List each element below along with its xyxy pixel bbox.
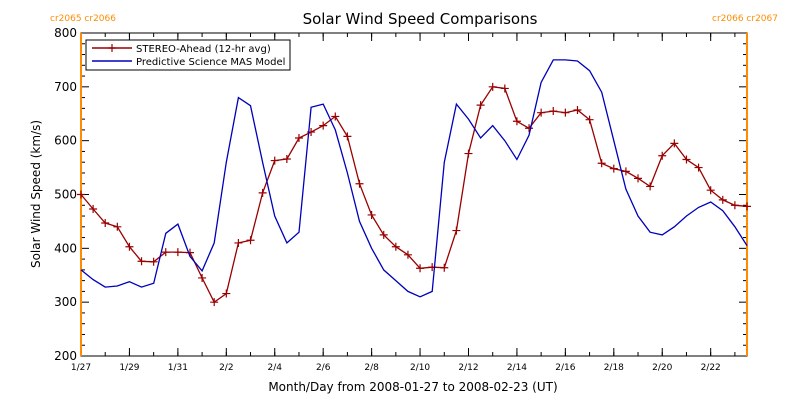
- data-point: [585, 115, 594, 124]
- data-point: [670, 139, 679, 148]
- legend-marker: [108, 44, 116, 52]
- series-line-0: [80, 86, 748, 304]
- x-tick-label: 1/29: [119, 363, 139, 373]
- data-point: [282, 154, 291, 163]
- data-point: [367, 210, 376, 219]
- data-point: [137, 257, 146, 266]
- data-point: [161, 248, 170, 257]
- data-point: [621, 167, 630, 176]
- data-point: [730, 201, 739, 210]
- y-tick-label: 700: [54, 80, 77, 94]
- x-tick-label: 2/12: [458, 363, 478, 373]
- carrington-label: cr2066 cr2067: [712, 14, 778, 24]
- data-point: [706, 186, 715, 195]
- data-point: [355, 179, 364, 188]
- data-point: [488, 82, 497, 91]
- data-point: [416, 264, 425, 273]
- data-point: [561, 108, 570, 117]
- data-point: [682, 155, 691, 164]
- x-tick-label: 2/14: [507, 363, 527, 373]
- data-point: [440, 263, 449, 272]
- x-tick-label: 2/16: [555, 363, 575, 373]
- y-tick-label: 800: [54, 26, 77, 40]
- data-point: [149, 257, 158, 266]
- data-point: [646, 182, 655, 191]
- data-point: [634, 174, 643, 183]
- data-point: [234, 238, 243, 247]
- data-point: [525, 124, 534, 133]
- plot-frame: [80, 32, 748, 357]
- data-point: [101, 219, 110, 228]
- x-tick-label: 2/22: [701, 363, 721, 373]
- data-point: [77, 190, 85, 199]
- data-point: [331, 112, 340, 121]
- data-point: [198, 273, 207, 282]
- legend-label-stereo: STEREO-Ahead (12-hr avg): [136, 44, 271, 55]
- data-point: [464, 149, 473, 158]
- x-tick-label: 2/6: [316, 363, 331, 373]
- data-point: [537, 108, 546, 117]
- x-axis-label: Month/Day from 2008-01-27 to 2008-02-23 …: [268, 380, 557, 394]
- data-point: [125, 242, 134, 251]
- data-point: [89, 205, 98, 214]
- data-point: [658, 151, 667, 160]
- y-tick-label: 400: [54, 241, 77, 255]
- axis-ticks: 200 300 400 500 600 700 800 1/27 1/29 1/31 2/2 2/4 2…: [54, 26, 747, 373]
- data-point: [694, 163, 703, 172]
- x-tick-label: 2/4: [268, 363, 283, 373]
- data-point: [743, 202, 751, 211]
- legend-label-mas-model: Predictive Science MAS Model: [136, 57, 285, 68]
- x-tick-label: 1/27: [71, 363, 91, 373]
- data-point: [403, 250, 412, 259]
- data-point: [609, 164, 618, 173]
- data-point: [319, 121, 328, 130]
- chart-title: Solar Wind Speed Comparisons: [303, 10, 538, 28]
- data-point: [222, 289, 231, 298]
- data-point: [246, 236, 255, 245]
- data-point: [294, 133, 303, 142]
- series-layer: [77, 59, 751, 307]
- data-point: [343, 132, 352, 141]
- series-line-1: [80, 59, 748, 298]
- y-tick-label: 300: [54, 295, 77, 309]
- data-point: [270, 156, 279, 165]
- data-point: [113, 222, 122, 231]
- data-point: [718, 195, 727, 204]
- data-point: [549, 107, 558, 116]
- data-point: [500, 84, 509, 93]
- data-point: [173, 248, 182, 257]
- legend: STEREO-Ahead (12-hr avg) Predictive Scie…: [85, 39, 291, 71]
- y-tick-label: 500: [54, 188, 77, 202]
- x-tick-label: 2/18: [604, 363, 624, 373]
- x-tick-label: 1/31: [168, 363, 188, 373]
- data-point: [452, 226, 461, 235]
- data-point: [573, 105, 582, 114]
- data-point: [512, 117, 521, 126]
- data-point: [476, 101, 485, 110]
- data-point: [379, 230, 388, 239]
- carrington-label: cr2065 cr2066: [50, 14, 116, 24]
- y-axis-label: Solar Wind Speed (km/s): [29, 120, 43, 268]
- x-tick-label: 2/10: [410, 363, 430, 373]
- data-point: [391, 242, 400, 251]
- x-tick-label: 2/20: [652, 363, 672, 373]
- y-tick-label: 200: [54, 349, 77, 363]
- data-point: [210, 298, 219, 307]
- x-tick-label: 2/2: [219, 363, 233, 373]
- y-tick-label: 600: [54, 134, 77, 148]
- data-point: [597, 159, 606, 168]
- x-tick-label: 2/8: [364, 363, 379, 373]
- legend-box: [85, 39, 291, 71]
- data-point: [258, 188, 267, 197]
